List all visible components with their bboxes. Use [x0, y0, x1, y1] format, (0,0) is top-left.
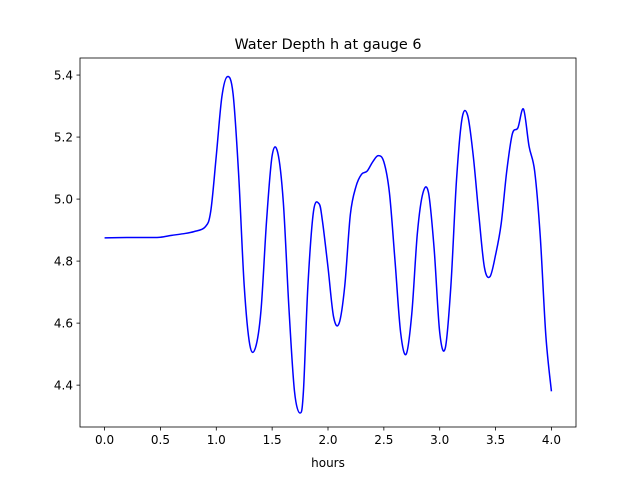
y-tick-label: 5.2	[54, 130, 73, 144]
series-line	[104, 75, 553, 414]
x-tick-label: 3.0	[430, 433, 449, 447]
x-axis-ticks: 0.0 0.5 1.0 1.5 2.0 2.5 3.0 3.5 4.0	[95, 427, 561, 447]
x-axis-label: hours	[311, 456, 345, 470]
plot-frame	[79, 57, 577, 428]
x-tick-label: 1.5	[263, 433, 282, 447]
x-tick-label: 0.5	[151, 433, 170, 447]
y-tick-label: 4.6	[54, 316, 73, 330]
x-tick-label: 2.0	[318, 433, 337, 447]
x-tick-label: 1.0	[207, 433, 226, 447]
y-tick-label: 4.4	[54, 378, 73, 392]
x-tick-label: 4.0	[542, 433, 561, 447]
y-tick-label: 4.8	[54, 254, 73, 268]
chart-title: Water Depth h at gauge 6	[234, 37, 421, 53]
y-axis-ticks: 4.4 4.6 4.8 5.0 5.2 5.4	[54, 68, 80, 392]
x-tick-label: 0.0	[95, 433, 114, 447]
y-tick-label: 5.0	[54, 192, 73, 206]
series-layer	[104, 75, 553, 414]
x-tick-label: 3.5	[486, 433, 505, 447]
x-tick-label: 2.5	[374, 433, 393, 447]
y-tick-label: 5.4	[54, 68, 73, 82]
